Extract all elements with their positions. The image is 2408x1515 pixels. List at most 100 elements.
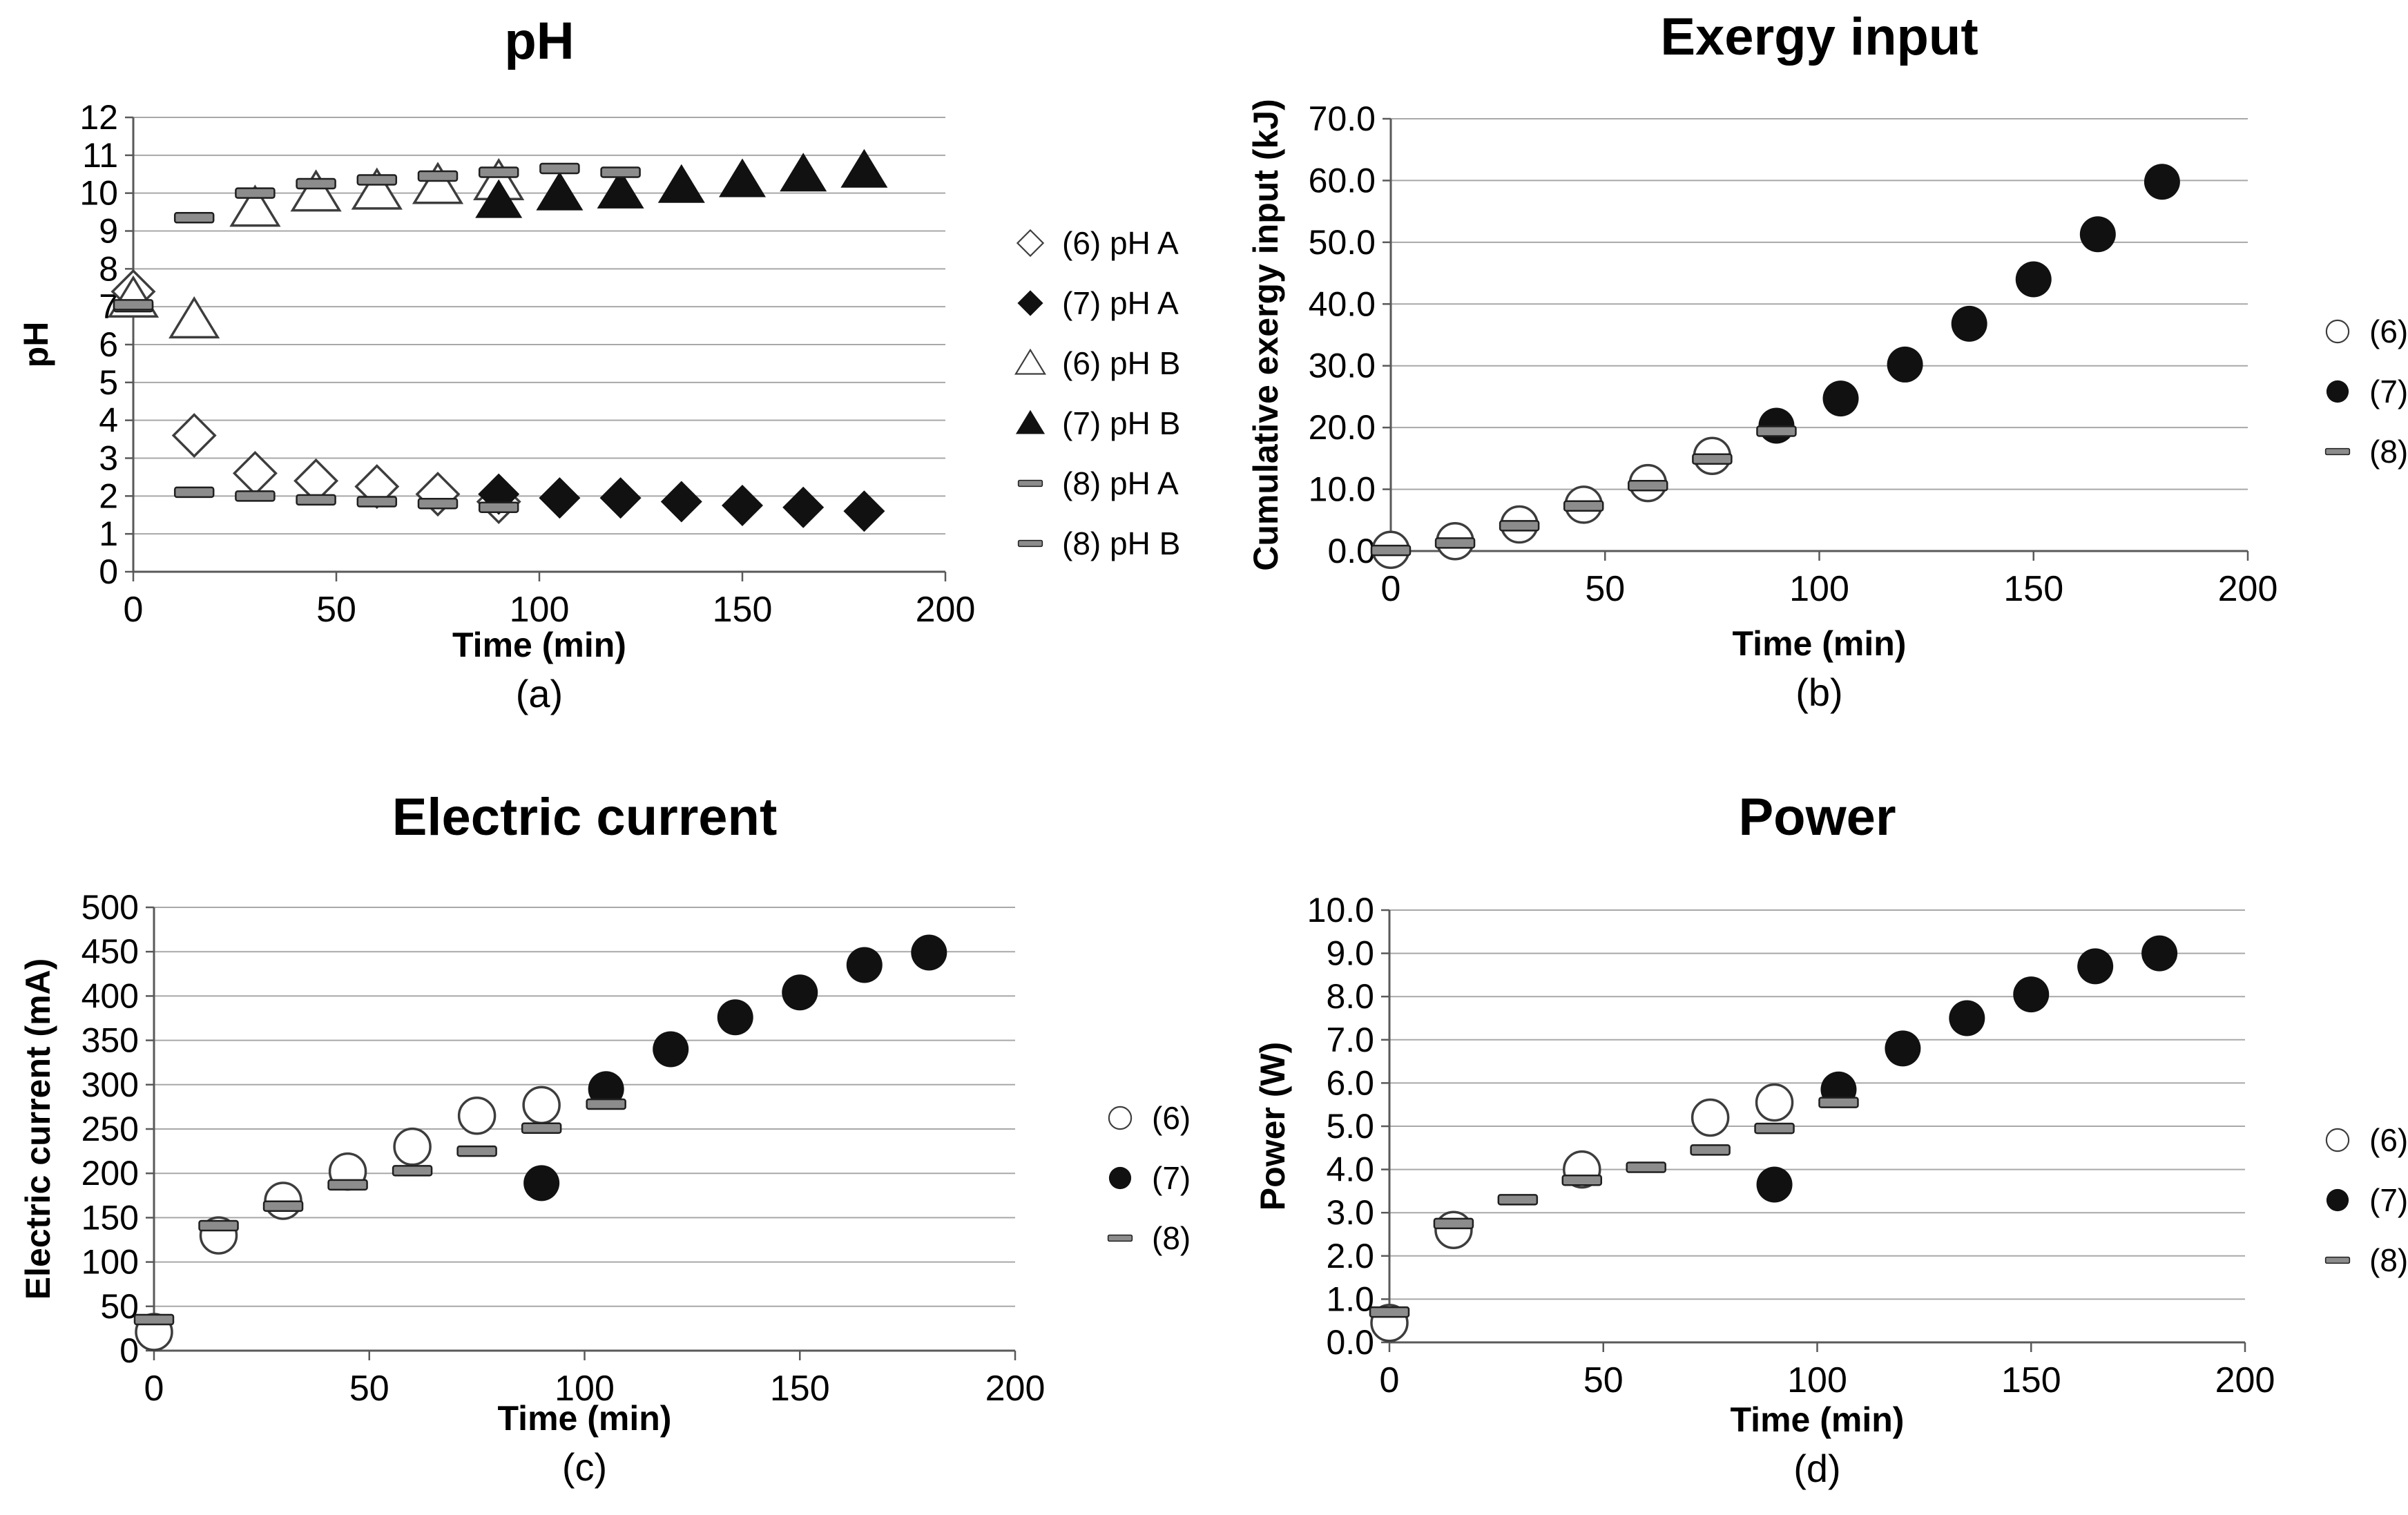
y-tick-label: 10.0 xyxy=(1307,891,1374,929)
diamond-filled-marker xyxy=(599,477,642,519)
series (8) xyxy=(1370,425,1797,557)
circle-open-icon xyxy=(2325,319,2350,343)
dash-marker xyxy=(456,1145,497,1157)
legend-item: (6) pH A xyxy=(1010,213,1180,273)
y-tick-label: 350 xyxy=(81,1021,139,1060)
panel-a-title: pH xyxy=(504,12,575,70)
x-tick-label: 100 xyxy=(1787,1360,1847,1400)
y-tick-label: 1 xyxy=(99,514,118,553)
y-tick-label: 1.0 xyxy=(1326,1280,1374,1318)
series (6) xyxy=(1371,436,1732,569)
triangle-open-icon xyxy=(1014,348,1047,375)
legend-label: (7) xyxy=(2369,373,2408,409)
legend-label: (7) xyxy=(2369,1181,2408,1218)
panel-b-legend: (6) (7) (8) xyxy=(2317,301,2408,481)
dash-marker xyxy=(1497,1194,1539,1206)
dash-marker xyxy=(1561,1175,1603,1186)
y-tick-label: 150 xyxy=(81,1198,139,1237)
dash-marker xyxy=(478,166,519,178)
dash-icon xyxy=(1017,479,1043,487)
dash-marker xyxy=(356,174,398,186)
y-tick-label: 4 xyxy=(99,401,118,440)
y-tick-label: 0 xyxy=(119,1331,139,1370)
triangle-open-marker xyxy=(1014,348,1047,375)
dash-marker xyxy=(1107,1234,1133,1242)
y-tick-label: 0 xyxy=(99,552,118,591)
dash-marker xyxy=(1756,425,1797,437)
y-tick-label: 60.0 xyxy=(1309,161,1376,200)
circle-filled-marker xyxy=(782,974,818,1011)
dash-marker xyxy=(1818,1097,1859,1108)
panel-b-title: Exergy input xyxy=(1660,8,1978,66)
triangle-open-marker xyxy=(412,162,464,204)
series (7) pH B xyxy=(475,148,888,218)
chart-canvas: 0.0 10.0 20.0 30.0 40.0 50.0 60.0 70.0 0 50 100 150… xyxy=(1309,99,2278,609)
x-tick-label: 0 xyxy=(124,590,144,630)
dash-marker xyxy=(296,494,336,506)
y-tick-label: 30.0 xyxy=(1309,347,1376,385)
y-tick-label: 3.0 xyxy=(1326,1193,1374,1232)
y-tick-label: 7.0 xyxy=(1326,1021,1374,1059)
triangle-filled-marker xyxy=(475,179,523,218)
triangle-filled-marker xyxy=(719,158,766,197)
dash-icon xyxy=(2324,447,2351,455)
legend-label: (7) pH B xyxy=(1062,405,1181,441)
y-tick-label: 0.0 xyxy=(1327,532,1376,570)
x-tick-label: 150 xyxy=(713,590,773,630)
dash-marker xyxy=(173,486,215,499)
triangle-filled-marker xyxy=(1015,409,1046,434)
triangle-filled-icon xyxy=(1015,409,1046,434)
series (8) pH B xyxy=(113,162,641,311)
series (6) pH A xyxy=(110,269,521,525)
triangle-open-marker xyxy=(168,296,220,339)
panel-a-x-axis-title: Time (min) xyxy=(452,626,626,664)
panel-d-legend: (6) (7) (8) xyxy=(2317,1110,2408,1290)
diamond-filled-marker xyxy=(539,477,581,519)
dash-icon xyxy=(1017,539,1043,547)
circle-open-marker xyxy=(1108,1106,1133,1130)
legend-label: (6) pH B xyxy=(1062,345,1181,381)
dash-marker xyxy=(417,170,459,182)
panel-c-y-axis-title: Electric current (mA) xyxy=(19,958,57,1300)
dash-marker xyxy=(235,187,276,199)
legend-label: (6) xyxy=(1152,1099,1191,1136)
dash-marker xyxy=(327,1179,368,1191)
legend-item: (8) xyxy=(1099,1208,1191,1268)
circle-filled-marker xyxy=(2326,380,2349,403)
dash-marker xyxy=(600,166,641,178)
panel-d-x-axis-title: Time (min) xyxy=(1730,1400,1905,1439)
triangle-filled-marker xyxy=(536,171,584,211)
circle-filled-marker xyxy=(1885,1030,1921,1067)
panel-c-plot-area: 0 50 100 150 200 250 300 350 400 450 500 0 50 100 150 2… xyxy=(81,888,1046,1409)
panel-a-plot-area: 0 1 2 3 4 5 6 7 8 9 10 11 12 0 50 100 150 200 xyxy=(79,98,975,630)
y-tick-label: 4.0 xyxy=(1326,1150,1374,1189)
legend-label: (6) pH A xyxy=(1062,224,1179,261)
y-tick-label: 3 xyxy=(99,439,118,478)
legend-label: (8) pH B xyxy=(1062,525,1181,561)
panel-b-y-axis-title: Cumulative exergy input (kJ) xyxy=(1246,99,1285,571)
legend-item: (7) xyxy=(2317,1170,2408,1230)
dash-marker xyxy=(1754,1122,1795,1135)
dash-icon xyxy=(2324,1256,2351,1264)
x-tick-label: 150 xyxy=(2003,569,2063,609)
y-tick-label: 6 xyxy=(99,325,118,364)
legend-item: (6) xyxy=(2317,301,2408,361)
triangle-open-marker xyxy=(351,167,403,210)
circle-open-marker xyxy=(393,1127,432,1166)
dash-marker xyxy=(586,1098,626,1110)
panel-a-y-axis-title: pH xyxy=(17,321,55,368)
x-tick-label: 100 xyxy=(510,590,570,630)
dash-marker xyxy=(173,212,215,224)
y-tick-label: 11 xyxy=(82,136,118,175)
x-tick-label: 50 xyxy=(349,1369,389,1409)
panel-b: Exergy input Cumulative exergy input (kJ… xyxy=(1204,0,2408,758)
panel-a-caption: (a) xyxy=(515,672,564,715)
diamond-filled-marker xyxy=(843,490,885,532)
circle-filled-marker xyxy=(1822,380,1859,417)
circle-filled-marker xyxy=(1756,1166,1793,1203)
circle-filled-marker xyxy=(1949,1000,1985,1036)
circle-open-marker xyxy=(2325,319,2350,343)
circle-filled-marker xyxy=(653,1031,689,1068)
